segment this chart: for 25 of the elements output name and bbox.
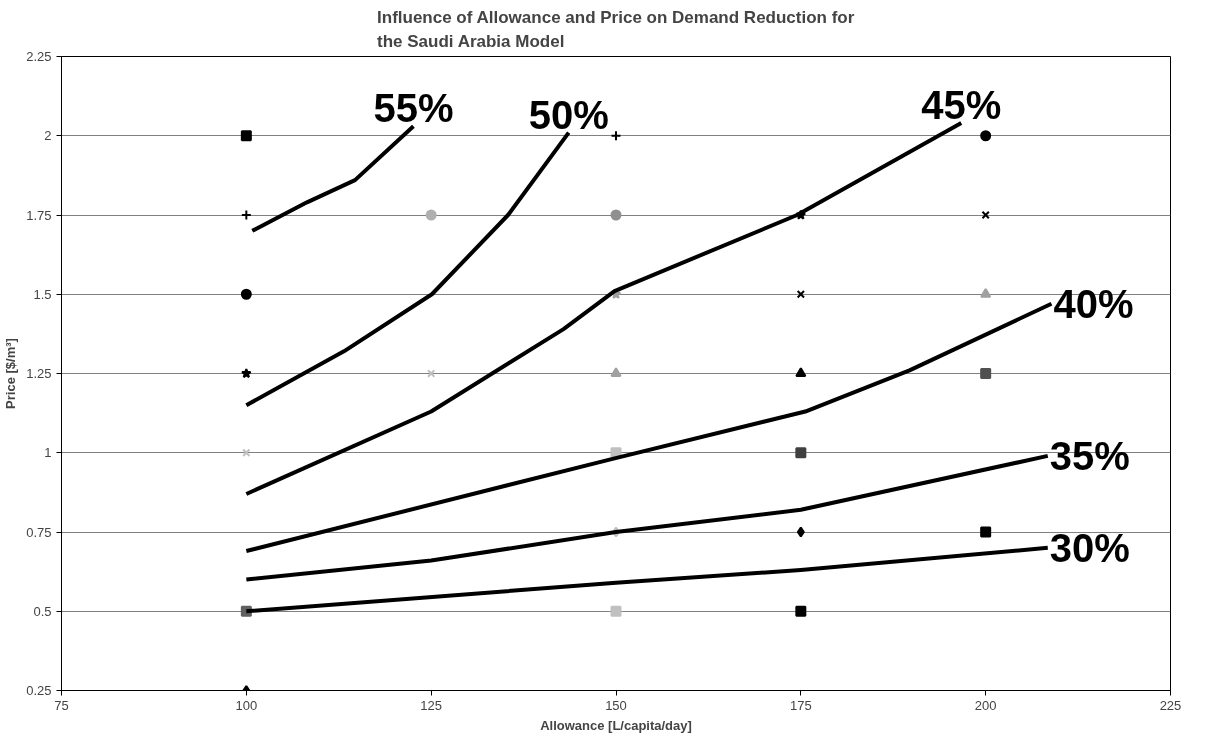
- x-tick-label: 150: [605, 697, 627, 713]
- x-tick-label: 175: [789, 697, 812, 713]
- y-tick-label: 1.75: [26, 207, 52, 223]
- y-tick-label: 1.5: [33, 286, 52, 302]
- y-tick-label: 0.5: [33, 603, 52, 619]
- x-tick-label: 225: [1159, 697, 1182, 713]
- x-axis-title: Allowance [L/capita/day]: [540, 717, 692, 733]
- x-tick-label: 200: [974, 697, 997, 713]
- x-tick-label: 100: [235, 697, 258, 713]
- series-label: 45%: [921, 83, 1002, 128]
- series-label: 50%: [528, 92, 609, 137]
- x-tick-label: 125: [420, 697, 443, 713]
- series-label: 30%: [1049, 525, 1130, 570]
- y-axis-title: Price [$/m³]: [3, 338, 19, 409]
- y-tick-label: 2.25: [26, 49, 52, 64]
- y-tick-label: 1: [44, 445, 52, 461]
- y-tick-label: 0.75: [26, 524, 52, 540]
- chart-title: Influence of Allowance and Price on Demand Reduction for the Saudi Arabia Model: [377, 7, 855, 52]
- series-label: 40%: [1053, 281, 1134, 326]
- y-tick-label: 1.25: [26, 366, 52, 381]
- y-tick-label: 0.25: [26, 683, 52, 698]
- series-label: 35%: [1049, 433, 1130, 478]
- x-tick-label: 75: [54, 697, 69, 713]
- y-tick-label: 2: [44, 128, 52, 144]
- series-label: 55%: [373, 86, 454, 131]
